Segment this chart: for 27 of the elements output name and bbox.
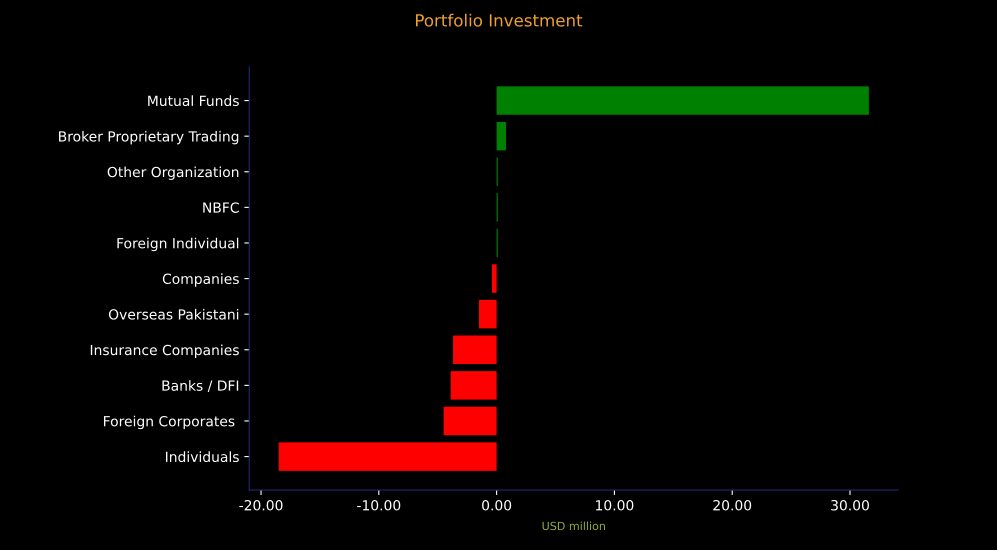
bar	[450, 371, 497, 400]
y-tick-label: Banks / DFI	[162, 380, 238, 392]
y-tick-label: Mutual Funds	[148, 95, 239, 106]
bar	[444, 406, 497, 436]
x-tick-label: 10.00	[596, 500, 634, 511]
y-tick-label: NBFC	[203, 202, 239, 213]
x-tick-label: 20.00	[713, 500, 752, 511]
y-tick-label: Insurance Companies	[90, 344, 239, 358]
y-tick-label: Broker Proprietary Trading	[59, 130, 238, 144]
bar	[492, 264, 497, 293]
bar	[478, 300, 497, 328]
y-tick-label: Companies	[162, 273, 239, 287]
x-tick-label: -20.00	[239, 500, 282, 511]
y-tick-label: Foreign Individual	[117, 238, 238, 252]
y-tick-label: Other Organization	[108, 166, 238, 180]
chart-title: Portfolio Investment	[416, 14, 582, 27]
y-tick-label: Overseas Pakistani	[108, 308, 238, 320]
x-tick-label: 0.00	[482, 500, 512, 511]
x-tick-label: -10.00	[357, 500, 400, 511]
bar	[496, 86, 869, 115]
x-axis-title: USD million	[542, 522, 605, 530]
y-tick-label: Individuals	[166, 451, 239, 462]
bar	[453, 336, 497, 364]
bar	[496, 122, 506, 150]
x-tick-label: 30.00	[831, 500, 869, 511]
bar	[278, 442, 497, 471]
y-tick-label: Foreign Corporates	[104, 416, 234, 430]
